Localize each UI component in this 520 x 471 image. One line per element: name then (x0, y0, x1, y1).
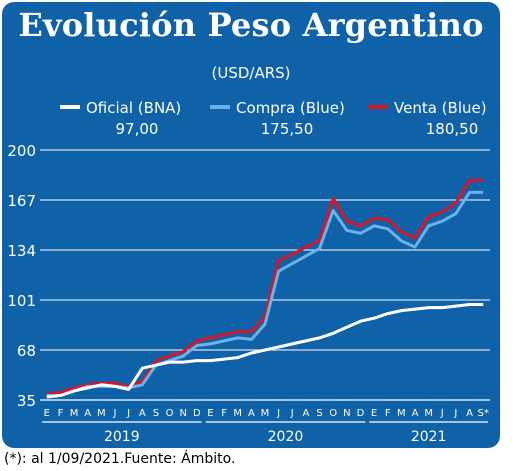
x-tick-label-27: A (412, 408, 419, 419)
legend-swatch-oficial (60, 104, 80, 109)
legend-swatch-venta (368, 104, 388, 109)
legend-item-oficial: Oficial (BNA) (60, 99, 181, 117)
x-tick-label-18: J (290, 408, 294, 419)
y-tick-label-1: 68 (17, 342, 36, 360)
series-line-0 (46, 303, 484, 399)
x-tick-label-6: J (126, 408, 130, 419)
x-tick-label-17: J (276, 408, 280, 419)
year-label-2: 2021 (411, 429, 447, 445)
x-tick-label-28: M (424, 408, 433, 419)
series-line-1 (46, 190, 484, 397)
x-tick-label-25: F (385, 408, 391, 419)
year-label-1: 2020 (268, 429, 304, 445)
x-tick-label-10: N (179, 408, 186, 419)
y-tick-label-4: 167 (7, 192, 36, 210)
x-tick-label-23: D (357, 408, 365, 419)
source-note: (*): al 1/09/2021.Fuente: Ámbito. (4, 451, 236, 467)
legend-swatch-compra (210, 104, 230, 109)
x-tick-label-2: M (70, 408, 79, 419)
legend-value-oficial: 97,00 (115, 120, 159, 138)
chart-panel: Evolución Peso Argentino (USD/ARS) Ofici… (2, 2, 500, 448)
y-tick-label-5: 200 (7, 142, 36, 160)
x-tick-label-30: J (453, 408, 457, 419)
x-tick-label-7: A (139, 408, 146, 419)
x-tick-label-19: A (302, 408, 309, 419)
x-tick-label-8: S (153, 408, 159, 419)
y-tick-label-2: 101 (7, 292, 36, 310)
x-tick-label-9: O (166, 408, 174, 419)
x-tick-label-0: E (44, 408, 50, 419)
x-tick-label-3: A (84, 408, 91, 419)
legend-label-oficial: Oficial (BNA) (86, 99, 182, 117)
x-tick-label-32: S* (478, 408, 489, 419)
legend-item-venta: Venta (Blue) (368, 99, 487, 117)
y-tick-label-3: 134 (7, 242, 36, 260)
year-label-0: 2019 (104, 429, 140, 445)
legend-value-venta: 180,50 (425, 120, 479, 138)
x-tick-label-26: M (397, 408, 406, 419)
x-tick-label-13: F (221, 408, 227, 419)
x-tick-label-22: N (343, 408, 350, 419)
legend-label-compra: Compra (Blue) (236, 99, 345, 117)
chart-title: Evolución Peso Argentino (18, 6, 484, 44)
x-tick-label-16: M (261, 408, 270, 419)
x-tick-label-31: A (466, 408, 473, 419)
x-tick-label-4: M (97, 408, 106, 419)
x-tick-label-21: O (329, 408, 337, 419)
legend-label-venta: Venta (Blue) (394, 99, 487, 117)
legend-value-compra: 175,50 (260, 120, 314, 138)
x-tick-label-11: D (193, 408, 201, 419)
x-tick-label-1: F (58, 408, 64, 419)
x-tick-label-15: A (248, 408, 255, 419)
x-tick-label-12: E (207, 408, 213, 419)
chart-subtitle: (USD/ARS) (211, 64, 291, 82)
x-tick-label-24: E (371, 408, 377, 419)
x-tick-label-5: J (113, 408, 117, 419)
x-tick-label-14: M (233, 408, 242, 419)
x-tick-label-20: S (316, 408, 322, 419)
legend-item-compra: Compra (Blue) (210, 99, 345, 117)
series-line-2 (46, 178, 484, 396)
x-tick-label-29: J (440, 408, 444, 419)
y-tick-label-0: 35 (17, 392, 36, 410)
